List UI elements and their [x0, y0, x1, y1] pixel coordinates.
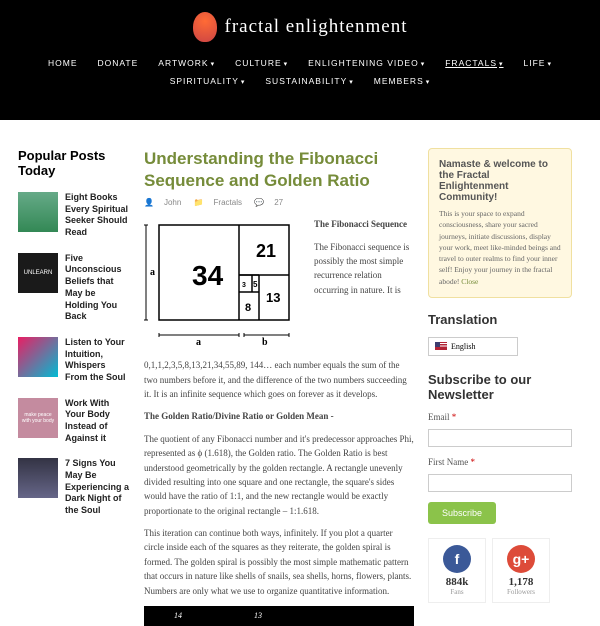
popular-item[interactable]: UNLEARNFive Unconscious Beliefs that May… — [18, 253, 130, 323]
popular-item[interactable]: 7 Signs You May Be Experiencing a Dark N… — [18, 458, 130, 516]
fb-label: Fans — [433, 588, 481, 596]
popular-thumb — [18, 337, 58, 377]
logo-icon — [193, 12, 217, 42]
nav-sustainability[interactable]: SUSTAINABILITY▾ — [255, 72, 363, 90]
fname-label: First Name * — [428, 457, 572, 467]
chevron-down-icon: ▾ — [241, 79, 246, 86]
popular-heading: Popular Posts Today — [18, 148, 130, 178]
fibonacci-diagram: 34 21 13 8 5 3 a a b — [144, 217, 304, 352]
popular-thumb — [18, 458, 58, 498]
popular-title: Five Unconscious Beliefs that May be Hol… — [65, 253, 130, 323]
comment-icon: 💬 — [254, 198, 264, 207]
chevron-down-icon: ▾ — [547, 61, 552, 68]
newsletter-heading: Subscribe to our Newsletter — [428, 372, 572, 402]
nav-donate[interactable]: DONATE — [88, 54, 149, 72]
fib-3: 3 — [242, 282, 246, 289]
article-meta: 👤 John 📁 Fractals 💬 27 — [144, 198, 414, 207]
nav-spirituality[interactable]: SPIRITUALITY▾ — [160, 72, 256, 90]
translation-heading: Translation — [428, 312, 572, 327]
site-header: fractal enlightenment HOMEDONATEARTWORK▾… — [0, 0, 600, 120]
svg-text:a: a — [150, 267, 155, 278]
popular-item[interactable]: make peace with your bodyWork With Your … — [18, 398, 130, 445]
nav-enlightening-video[interactable]: ENLIGHTENING VIDEO▾ — [298, 54, 435, 72]
subscribe-button[interactable]: Subscribe — [428, 502, 496, 524]
gp-label: Followers — [497, 588, 545, 596]
language-selector[interactable]: English — [428, 337, 518, 356]
email-field[interactable] — [428, 429, 572, 447]
chevron-down-icon: ▾ — [349, 79, 354, 86]
nav-fractals[interactable]: FRACTALS▾ — [435, 54, 513, 72]
comment-count[interactable]: 27 — [274, 198, 283, 207]
welcome-text: This is your space to expand consciousne… — [439, 208, 561, 287]
chevron-down-icon: ▾ — [211, 61, 216, 68]
popular-item[interactable]: Listen to Your Intuition, Whispers From … — [18, 337, 130, 384]
social-row: f 884k Fans g+ 1,178 Followers — [428, 538, 572, 603]
svg-text:b: b — [262, 337, 268, 348]
fb-count: 884k — [433, 576, 481, 588]
googleplus-box[interactable]: g+ 1,178 Followers — [492, 538, 550, 603]
chevron-down-icon: ▾ — [421, 61, 426, 68]
facebook-icon: f — [443, 545, 471, 573]
popular-title: Listen to Your Intuition, Whispers From … — [65, 337, 130, 384]
folder-icon: 📁 — [194, 198, 204, 207]
fib-5: 5 — [253, 280, 258, 289]
welcome-box: Namaste & welcome to the Fractal Enlight… — [428, 148, 572, 298]
popular-title: 7 Signs You May Be Experiencing a Dark N… — [65, 458, 130, 516]
article: Understanding the Fibonacci Sequence and… — [144, 148, 414, 626]
article-image-2: 14 13 — [144, 606, 414, 626]
article-title: Understanding the Fibonacci Sequence and… — [144, 148, 414, 192]
nav-culture[interactable]: CULTURE▾ — [225, 54, 298, 72]
language-label: English — [451, 342, 475, 351]
category-link[interactable]: Fractals — [214, 198, 242, 207]
chevron-down-icon: ▾ — [284, 61, 289, 68]
sidebar-right: Namaste & welcome to the Fractal Enlight… — [428, 148, 572, 626]
popular-title: Work With Your Body Instead of Against i… — [65, 398, 130, 445]
logo[interactable]: fractal enlightenment — [0, 0, 600, 50]
para-4: This iteration can continue both ways, i… — [144, 526, 414, 598]
fib-34: 34 — [192, 260, 224, 291]
section-h2: The Golden Ratio/Divine Ratio or Golden … — [144, 411, 334, 421]
para-3: The quotient of any Fibonacci number and… — [144, 432, 414, 518]
nav-home[interactable]: HOME — [38, 54, 88, 72]
first-name-field[interactable] — [428, 474, 572, 492]
fib-13: 13 — [266, 290, 280, 305]
close-link[interactable]: Close — [461, 277, 478, 286]
logo-text: fractal enlightenment — [225, 16, 408, 38]
article-body: 34 21 13 8 5 3 a a b The Fibonacci Seque… — [144, 217, 414, 626]
main-nav: HOMEDONATEARTWORK▾CULTURE▾ENLIGHTENING V… — [0, 50, 600, 94]
fib-21: 21 — [256, 241, 276, 261]
svg-text:a: a — [196, 337, 201, 348]
popular-thumb: make peace with your body — [18, 398, 58, 438]
googleplus-icon: g+ — [507, 545, 535, 573]
nav-artwork[interactable]: ARTWORK▾ — [148, 54, 225, 72]
flag-icon — [435, 342, 447, 350]
popular-item[interactable]: Eight Books Every Spiritual Seeker Shoul… — [18, 192, 130, 239]
fib-8: 8 — [245, 302, 251, 314]
author-icon: 👤 — [144, 198, 154, 207]
main-content: Popular Posts Today Eight Books Every Sp… — [0, 120, 600, 626]
section-h1: The Fibonacci Sequence — [314, 219, 407, 229]
gp-count: 1,178 — [497, 576, 545, 588]
author-link[interactable]: John — [164, 198, 181, 207]
welcome-heading: Namaste & welcome to the Fractal Enlight… — [439, 159, 561, 203]
popular-title: Eight Books Every Spiritual Seeker Shoul… — [65, 192, 130, 239]
facebook-box[interactable]: f 884k Fans — [428, 538, 486, 603]
popular-thumb: UNLEARN — [18, 253, 58, 293]
chevron-down-icon: ▾ — [426, 79, 431, 86]
sidebar-left: Popular Posts Today Eight Books Every Sp… — [18, 148, 130, 626]
nav-life[interactable]: LIFE▾ — [514, 54, 562, 72]
popular-thumb — [18, 192, 58, 232]
chevron-down-icon: ▾ — [499, 61, 504, 68]
email-label: Email * — [428, 412, 572, 422]
nav-members[interactable]: MEMBERS▾ — [364, 72, 441, 90]
